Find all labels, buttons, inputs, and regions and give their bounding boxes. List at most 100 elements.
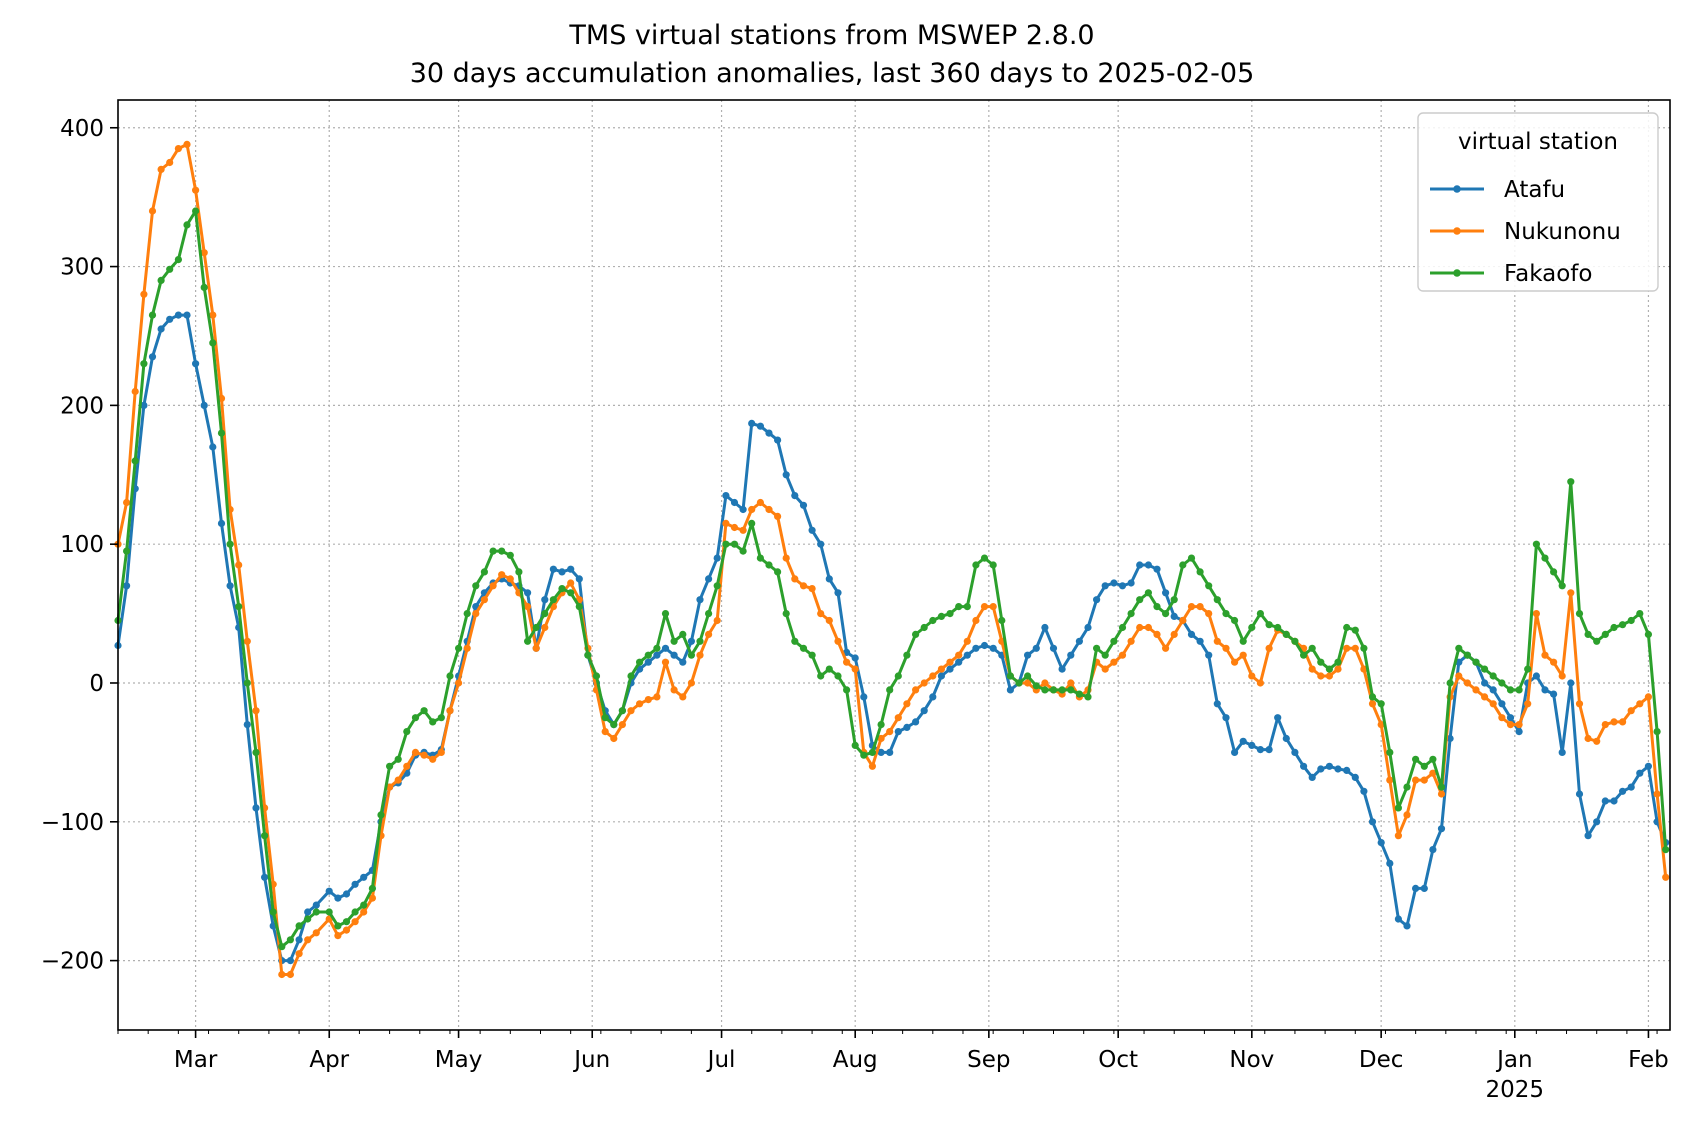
data-point-nukunonu: [295, 950, 303, 958]
data-point-fakaofo: [157, 276, 165, 284]
data-point-fakaofo: [312, 908, 320, 916]
data-point-atafu: [1093, 596, 1101, 604]
data-point-fakaofo: [558, 585, 566, 593]
data-point-nukunonu: [1110, 658, 1118, 666]
data-point-atafu: [217, 519, 226, 528]
data-point-fakaofo: [1644, 630, 1652, 639]
data-point-atafu: [730, 498, 739, 507]
data-point-atafu: [1136, 561, 1144, 569]
data-point-nukunonu: [1532, 610, 1540, 618]
data-point-atafu: [192, 360, 200, 368]
data-point-atafu: [1041, 623, 1049, 632]
data-point-atafu: [524, 589, 532, 597]
data-point-atafu: [670, 651, 678, 659]
data-point-atafu: [567, 565, 575, 573]
data-point-fakaofo: [825, 665, 833, 673]
data-point-nukunonu: [1041, 679, 1049, 687]
data-point-nukunonu: [140, 290, 148, 298]
data-point-fakaofo: [1412, 755, 1420, 763]
data-point-nukunonu: [618, 721, 627, 729]
data-point-atafu: [1368, 818, 1377, 826]
data-point-fakaofo: [705, 610, 713, 618]
data-point-fakaofo: [687, 651, 696, 659]
data-point-fakaofo: [1567, 478, 1575, 486]
data-point-fakaofo: [877, 721, 885, 729]
data-point-atafu: [739, 505, 747, 514]
data-point-fakaofo: [1179, 561, 1187, 569]
data-point-fakaofo: [1093, 644, 1101, 652]
data-point-nukunonu: [334, 932, 342, 940]
data-point-atafu: [148, 353, 157, 361]
data-point-atafu: [1636, 769, 1644, 777]
data-point-atafu: [1515, 728, 1523, 736]
data-point-atafu: [312, 901, 320, 909]
data-point-atafu: [1308, 773, 1316, 782]
data-point-nukunonu: [696, 651, 704, 659]
data-point-fakaofo: [1662, 846, 1670, 854]
data-point-nukunonu: [1231, 658, 1239, 666]
data-point-atafu: [756, 422, 765, 430]
data-point-atafu: [174, 311, 182, 319]
data-point-nukunonu: [472, 610, 480, 618]
data-point-atafu: [1291, 748, 1299, 757]
data-point-atafu: [295, 936, 303, 944]
data-point-nukunonu: [1403, 811, 1411, 819]
data-point-nukunonu: [739, 526, 747, 534]
data-point-nukunonu: [1644, 693, 1652, 701]
data-point-nukunonu: [843, 658, 851, 666]
data-point-nukunonu: [644, 696, 652, 704]
data-point-fakaofo: [148, 311, 157, 319]
data-point-nukunonu: [192, 186, 200, 194]
data-point-atafu: [360, 873, 368, 881]
data-point-atafu: [912, 718, 920, 726]
data-point-fakaofo: [601, 714, 609, 722]
data-point-nukunonu: [929, 672, 937, 680]
data-point-nukunonu: [1541, 651, 1549, 659]
data-point-fakaofo: [1386, 748, 1394, 757]
data-point-nukunonu: [480, 596, 488, 604]
data-point-nukunonu: [636, 700, 644, 708]
data-point-fakaofo: [799, 644, 808, 652]
data-point-atafu: [1420, 884, 1428, 893]
data-point-nukunonu: [937, 665, 946, 673]
data-point-fakaofo: [1343, 623, 1351, 632]
data-point-atafu: [1437, 825, 1446, 833]
data-point-nukunonu: [748, 505, 756, 514]
data-point-fakaofo: [386, 762, 394, 770]
data-point-atafu: [894, 728, 902, 736]
data-point-nukunonu: [506, 575, 514, 583]
data-point-nukunonu: [498, 571, 506, 579]
data-point-fakaofo: [200, 283, 208, 291]
data-point-nukunonu: [183, 140, 191, 148]
data-point-atafu: [799, 501, 808, 509]
data-point-atafu: [1265, 746, 1273, 754]
data-point-atafu: [1601, 797, 1609, 805]
data-point-atafu: [705, 575, 713, 583]
legend-title: virtual station: [1458, 129, 1618, 155]
data-point-fakaofo: [1317, 658, 1325, 666]
data-point-fakaofo: [1550, 568, 1558, 576]
data-point-nukunonu: [567, 579, 575, 587]
data-point-atafu: [549, 565, 558, 573]
data-point-fakaofo: [455, 644, 463, 652]
data-point-atafu: [1213, 700, 1221, 708]
data-point-atafu: [661, 644, 670, 652]
data-point-nukunonu: [1067, 679, 1075, 687]
data-point-atafu: [1248, 741, 1256, 750]
data-point-fakaofo: [886, 686, 894, 694]
data-point-nukunonu: [174, 145, 182, 153]
data-point-nukunonu: [1187, 603, 1196, 611]
data-point-fakaofo: [730, 540, 739, 548]
data-point-fakaofo: [627, 672, 635, 680]
data-point-nukunonu: [1368, 700, 1377, 708]
data-point-fakaofo: [661, 610, 670, 618]
data-point-fakaofo: [1291, 637, 1299, 645]
series-line-nukunonu: [116, 142, 1668, 976]
data-point-fakaofo: [1239, 637, 1247, 645]
data-point-fakaofo: [1032, 682, 1040, 690]
y-tick-label: 100: [60, 532, 104, 558]
data-point-nukunonu: [166, 158, 174, 167]
data-point-fakaofo: [1403, 783, 1411, 791]
legend-label-nukunonu: Nukunonu: [1504, 219, 1621, 245]
data-point-nukunonu: [235, 561, 243, 569]
